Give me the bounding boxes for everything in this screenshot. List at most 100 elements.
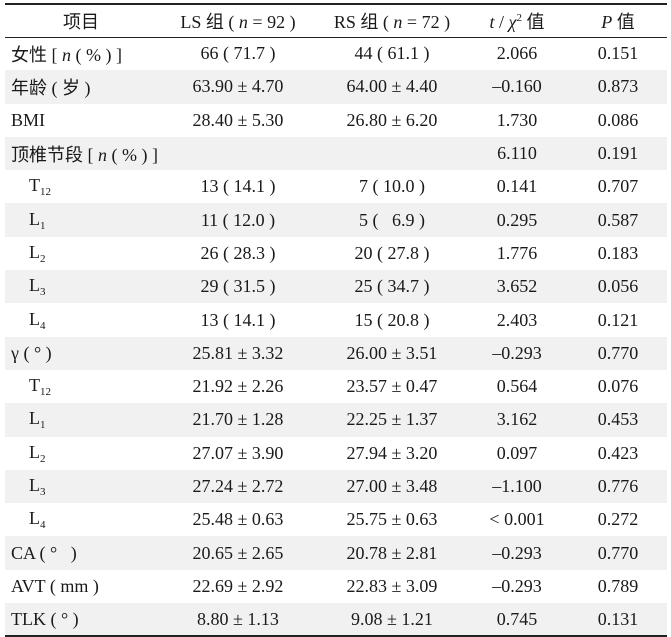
rs-value: 20.78 ± 2.81 bbox=[346, 542, 438, 563]
stat-value: 0.564 bbox=[496, 376, 538, 397]
row-label: γ ( ° ) bbox=[11, 342, 52, 363]
p-value: 0.707 bbox=[597, 176, 639, 197]
table-row: T12 13 ( 14.1 ) 7 ( 10.0 ) 0.141 0.707 bbox=[5, 170, 667, 203]
rs-value: 25.75 ± 0.63 bbox=[346, 509, 438, 530]
ls-value: 25.48 ± 0.63 bbox=[192, 509, 284, 530]
rs-value: 22.83 ± 3.09 bbox=[346, 575, 438, 596]
stat-value: 1.776 bbox=[496, 242, 538, 263]
table-row: L2 27.07 ± 3.90 27.94 ± 3.20 0.097 0.423 bbox=[5, 437, 667, 470]
ls-value: 29 ( 31.5 ) bbox=[200, 276, 276, 297]
table-row: L3 29 ( 31.5 ) 25 ( 34.7 ) 3.652 0.056 bbox=[5, 270, 667, 304]
p-value: 0.423 bbox=[597, 442, 639, 463]
row-label: TLK ( ° ) bbox=[5, 603, 157, 637]
p-value: 0.183 bbox=[597, 242, 639, 263]
rs-value: 27.94 ± 3.20 bbox=[346, 442, 438, 463]
row-label: BMI bbox=[11, 109, 46, 130]
row-label: L4 bbox=[29, 308, 46, 332]
rs-value: 20 ( 27.8 ) bbox=[354, 242, 430, 263]
row-label: L4 bbox=[29, 508, 46, 532]
table-row: γ ( ° ) 25.81 ± 3.32 26.00 ± 3.51 –0.293… bbox=[5, 336, 667, 370]
row-label: T12 bbox=[29, 375, 51, 399]
ls-value: 13 ( 14.1 ) bbox=[200, 309, 276, 330]
rs-value: 7 ( 10.0 ) bbox=[359, 176, 425, 197]
row-label: L1 bbox=[29, 208, 46, 232]
ls-value: 21.92 ± 2.26 bbox=[192, 376, 284, 397]
table-row: TLK ( ° ) 8.80 ± 1.13 9.08 ± 1.21 0.745 … bbox=[5, 603, 667, 637]
row-label: 女性 [ n ( % ) ] bbox=[11, 44, 122, 65]
stat-value: –0.160 bbox=[492, 76, 542, 97]
stat-value: 6.110 bbox=[497, 143, 537, 164]
row-label: T12 bbox=[29, 175, 51, 199]
row-label: L2 bbox=[29, 241, 46, 265]
table-row: 女性 [ n ( % ) ] 66 ( 71.7 ) 44 ( 61.1 ) 2… bbox=[5, 37, 667, 70]
stat-value: –0.293 bbox=[492, 542, 542, 563]
ls-value: 27.24 ± 2.72 bbox=[192, 476, 284, 496]
p-value: 0.770 bbox=[597, 542, 639, 563]
p-value: 0.272 bbox=[597, 509, 639, 530]
rs-value: 9.08 ± 1.21 bbox=[319, 603, 465, 637]
stat-value: 1.730 bbox=[496, 109, 538, 130]
ls-value: 13 ( 14.1 ) bbox=[200, 176, 276, 197]
header-ls-group: LS 组 ( n = 92 ) bbox=[157, 3, 319, 38]
rs-value: 27.00 ± 3.48 bbox=[346, 476, 438, 496]
ls-value: 26 ( 28.3 ) bbox=[200, 242, 276, 263]
p-value: 0.789 bbox=[597, 575, 639, 596]
row-label: L1 bbox=[29, 408, 46, 432]
ls-value: 22.69 ± 2.92 bbox=[192, 575, 284, 596]
table-row: T12 21.92 ± 2.26 23.57 ± 0.47 0.564 0.07… bbox=[5, 370, 667, 403]
row-label: CA ( ° ) bbox=[11, 542, 77, 563]
stat-value: 0.295 bbox=[496, 209, 538, 230]
stat-value: 2.403 bbox=[496, 309, 538, 330]
stat-value: 0.097 bbox=[496, 442, 538, 463]
stat-value: –0.293 bbox=[492, 575, 542, 596]
rs-value: 26.00 ± 3.51 bbox=[346, 342, 438, 363]
ls-value: 66 ( 71.7 ) bbox=[200, 43, 276, 64]
ls-value: 11 ( 12.0 ) bbox=[200, 209, 276, 230]
p-value: 0.086 bbox=[597, 109, 639, 130]
p-value: 0.151 bbox=[597, 43, 639, 64]
row-label: L3 bbox=[29, 475, 46, 498]
row-label: AVT ( mm ) bbox=[11, 575, 99, 596]
rs-value: 22.25 ± 1.37 bbox=[346, 409, 438, 430]
ls-value: 21.70 ± 1.28 bbox=[192, 409, 284, 430]
ls-value: 25.81 ± 3.32 bbox=[192, 342, 284, 363]
table-row: L1 11 ( 12.0 ) 5 ( 6.9 ) 0.295 0.587 bbox=[5, 203, 667, 237]
table-row: L3 27.24 ± 2.72 27.00 ± 3.48 –1.100 0.77… bbox=[5, 469, 667, 504]
header-statistic: t / χ2 值 bbox=[465, 3, 569, 38]
ls-value: 28.40 ± 5.30 bbox=[192, 109, 284, 130]
table-row: CA ( ° ) 20.65 ± 2.65 20.78 ± 2.81 –0.29… bbox=[5, 536, 667, 570]
header-row: 项目 LS 组 ( n = 92 ) RS 组 ( n = 72 ) t / χ… bbox=[5, 3, 667, 38]
rs-value: 25 ( 34.7 ) bbox=[354, 276, 430, 297]
rs-value: 23.57 ± 0.47 bbox=[346, 376, 438, 397]
table-row: L4 13 ( 14.1 ) 15 ( 20.8 ) 2.403 0.121 bbox=[5, 303, 667, 336]
rs-value bbox=[319, 137, 465, 170]
p-value: 0.191 bbox=[597, 143, 639, 164]
stat-value: –1.100 bbox=[492, 476, 542, 496]
p-value: 0.131 bbox=[569, 603, 667, 637]
p-value: 0.776 bbox=[597, 476, 639, 496]
table-row: L1 21.70 ± 1.28 22.25 ± 1.37 3.162 0.453 bbox=[5, 403, 667, 437]
comparison-table: 项目 LS 组 ( n = 92 ) RS 组 ( n = 72 ) t / χ… bbox=[5, 3, 667, 637]
table-row: 年龄 ( 岁 ) 63.90 ± 4.70 64.00 ± 4.40 –0.16… bbox=[5, 70, 667, 104]
stat-value: 3.162 bbox=[496, 409, 538, 430]
table-row: BMI 28.40 ± 5.30 26.80 ± 6.20 1.730 0.08… bbox=[5, 104, 667, 137]
header-rs-group: RS 组 ( n = 72 ) bbox=[319, 3, 465, 38]
p-value: 0.121 bbox=[597, 309, 639, 330]
stat-value: 0.745 bbox=[465, 603, 569, 637]
header-p-value: P 值 bbox=[569, 3, 667, 38]
row-label: L3 bbox=[29, 275, 46, 299]
stat-value: 0.141 bbox=[496, 176, 538, 197]
row-label: 年龄 ( 岁 ) bbox=[11, 77, 91, 98]
ls-value: 8.80 ± 1.13 bbox=[157, 603, 319, 637]
stat-value: 2.066 bbox=[496, 43, 538, 64]
row-label: L2 bbox=[29, 441, 46, 465]
row-label: 顶椎节段 [ n ( % ) ] bbox=[11, 144, 158, 165]
ls-value: 20.65 ± 2.65 bbox=[192, 542, 284, 563]
ls-value bbox=[157, 137, 319, 170]
rs-value: 44 ( 61.1 ) bbox=[354, 43, 430, 64]
rs-value: 26.80 ± 6.20 bbox=[346, 109, 438, 130]
table-row: L4 25.48 ± 0.63 25.75 ± 0.63 < 0.001 0.2… bbox=[5, 503, 667, 536]
header-item: 项目 bbox=[5, 3, 157, 38]
p-value: 0.587 bbox=[597, 209, 639, 230]
